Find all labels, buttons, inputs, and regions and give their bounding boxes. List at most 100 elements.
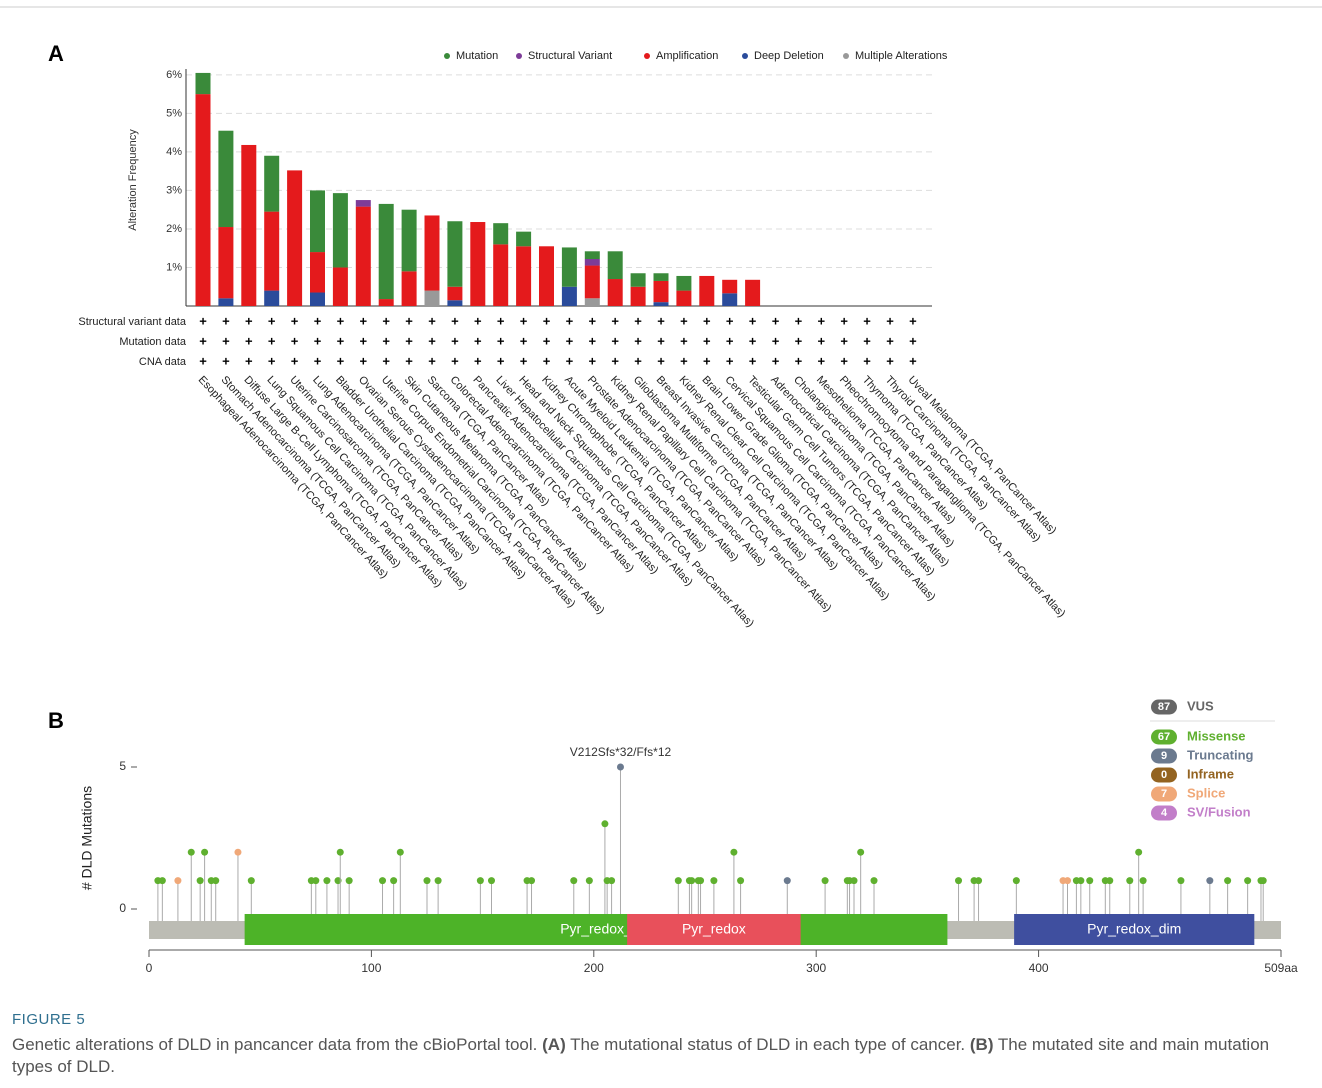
row-marker: +: [245, 353, 253, 368]
row-marker: +: [795, 353, 803, 368]
lollipop-head: [1135, 848, 1143, 856]
lollipop-head: [585, 877, 593, 885]
legend-count: 7: [1161, 788, 1167, 800]
lollipop-head: [570, 877, 578, 885]
row-marker: +: [772, 313, 780, 328]
row-marker: +: [451, 353, 459, 368]
legend-label: Missense: [1187, 728, 1246, 743]
row-marker: +: [291, 333, 299, 348]
row-marker: +: [886, 333, 894, 348]
bar-segment: [516, 231, 532, 247]
y-tick-label: 0: [119, 901, 126, 915]
row-label: Mutation data: [119, 336, 187, 348]
legend-label: Amplification: [656, 50, 718, 62]
row-marker: +: [245, 313, 253, 328]
bar-segment: [584, 251, 600, 259]
bar-segment: [218, 130, 234, 228]
lollipop-head: [1206, 877, 1214, 885]
y-axis-label: # DLD Mutations: [79, 786, 95, 890]
legend-badge: [1151, 699, 1177, 715]
lollipop-head: [601, 820, 609, 828]
figure-title: FIGURE 5: [12, 1011, 86, 1028]
lollipop-head: [434, 877, 442, 885]
row-marker: +: [405, 333, 413, 348]
lollipop-head: [1139, 877, 1147, 885]
domain-label: Pyr_redox: [682, 921, 746, 937]
caption-text: Genetic alterations of DLD in pancancer …: [12, 1035, 543, 1054]
row-marker: +: [772, 333, 780, 348]
lollipop-head: [688, 877, 696, 885]
bar-segment: [653, 273, 669, 281]
row-marker: +: [795, 333, 803, 348]
lollipop-head: [870, 877, 878, 885]
y-tick-label: 6%: [166, 69, 182, 81]
legend-count: 4: [1161, 807, 1168, 819]
row-marker: +: [314, 313, 322, 328]
lollipop-head: [345, 877, 353, 885]
caption-text: The mutational status of DLD in each typ…: [565, 1035, 970, 1054]
row-label: Structural variant data: [78, 316, 186, 328]
figure: A Alteration Frequency 1% 2% 3% 4% 5% 6% Mutatio…: [0, 6, 1322, 975]
bar-segment: [241, 144, 257, 306]
lollipop-head: [174, 877, 182, 885]
x-tick-label: 400: [1029, 961, 1049, 975]
y-axis-label: Alteration Frequency: [127, 129, 139, 231]
figure-caption: Genetic alterations of DLD in pancancer …: [12, 1034, 1302, 1078]
legend-label: Deep Deletion: [754, 50, 824, 62]
row-marker: +: [199, 313, 207, 328]
row-marker: +: [543, 353, 551, 368]
bar-segment: [195, 72, 211, 95]
row-marker: +: [909, 333, 917, 348]
bar-segment: [264, 290, 280, 306]
bar-segment: [630, 273, 646, 287]
row-marker: +: [268, 333, 276, 348]
domain-label: Pyr_redox_dim: [1087, 921, 1181, 937]
bar-segment: [447, 221, 463, 287]
legend-label: Inframe: [1187, 766, 1234, 781]
x-tick-label: 200: [584, 961, 604, 975]
lollipop-head: [975, 877, 983, 885]
row-marker: +: [840, 333, 848, 348]
bar-segment: [722, 293, 738, 306]
bar-segment: [401, 209, 417, 272]
bar-segment: [378, 203, 394, 300]
legend-label: Truncating: [1187, 747, 1254, 762]
bar-segment: [516, 246, 532, 306]
row-marker: +: [726, 333, 734, 348]
row-marker: +: [222, 353, 230, 368]
row-marker: +: [222, 313, 230, 328]
bar-segment: [218, 227, 234, 299]
row-marker: +: [428, 353, 436, 368]
row-marker: +: [818, 353, 826, 368]
lollipop-head: [608, 877, 616, 885]
row-marker: +: [749, 353, 757, 368]
protein-domain: [244, 914, 948, 945]
row-marker: +: [863, 353, 871, 368]
lollipop-head: [730, 848, 738, 856]
bar-segment: [607, 251, 623, 280]
row-marker: +: [634, 333, 642, 348]
row-marker: +: [703, 313, 711, 328]
legend-label: Structural Variant: [528, 50, 612, 62]
legend-swatch: [843, 53, 849, 59]
bar-segment: [561, 247, 577, 287]
legend-badge: [1151, 786, 1177, 802]
row-marker: +: [199, 353, 207, 368]
row-marker: +: [428, 333, 436, 348]
lollipop-head: [312, 877, 320, 885]
bar-segment: [310, 190, 325, 253]
lollipop-head: [850, 877, 858, 885]
legend-label: SV/Fusion: [1187, 804, 1251, 819]
row-marker: +: [428, 313, 436, 328]
legend-badge: [1151, 767, 1177, 783]
row-label: CNA data: [139, 356, 187, 368]
lollipop-head: [396, 848, 404, 856]
bar-segment: [722, 279, 738, 294]
row-marker: +: [886, 313, 894, 328]
row-marker: +: [268, 353, 276, 368]
row-marker: +: [520, 313, 528, 328]
row-marker: +: [497, 333, 505, 348]
lollipop-head: [528, 877, 536, 885]
row-marker: +: [497, 353, 505, 368]
x-tick-label: 100: [361, 961, 381, 975]
